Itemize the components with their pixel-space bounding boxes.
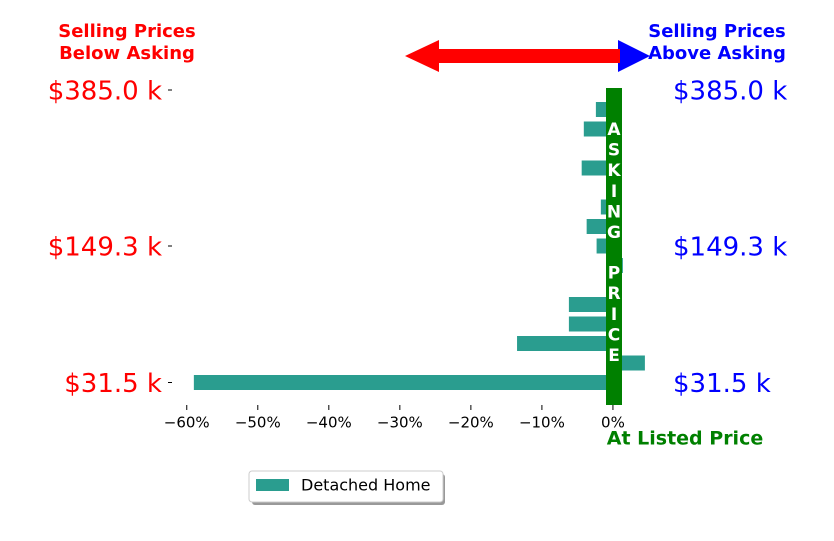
bar bbox=[193, 375, 613, 390]
arrow-shaft bbox=[610, 49, 620, 63]
right-heading: Selling Prices bbox=[648, 21, 785, 42]
asking-letter: S bbox=[608, 141, 620, 161]
legend-label: Detached Home bbox=[301, 476, 431, 495]
x-tick-label: −50% bbox=[235, 414, 281, 432]
arrow-left bbox=[405, 40, 618, 72]
bar bbox=[583, 121, 613, 137]
asking-letter: C bbox=[608, 325, 620, 345]
x-tick-label: −10% bbox=[519, 414, 565, 432]
x-tick-label: −20% bbox=[448, 414, 494, 432]
asking-letter: P bbox=[608, 264, 620, 284]
x-tick-label: −40% bbox=[306, 414, 352, 432]
bar bbox=[568, 297, 613, 312]
y-tick-label: $31.5 k bbox=[64, 369, 162, 399]
left-heading: Below Asking bbox=[59, 43, 195, 64]
right-heading: Above Asking bbox=[648, 43, 786, 64]
asking-letter: R bbox=[607, 284, 620, 304]
asking-letter: K bbox=[607, 161, 621, 181]
x-tick-label: 0% bbox=[601, 414, 625, 432]
asking-letter: N bbox=[607, 202, 621, 222]
arrow-right bbox=[618, 40, 650, 72]
bar bbox=[517, 336, 613, 351]
legend-swatch bbox=[256, 479, 289, 491]
y-tick-label: $385.0 k bbox=[48, 77, 162, 107]
asking-letter: I bbox=[611, 305, 617, 325]
y-tick-label-right: $149.3 k bbox=[673, 233, 787, 263]
legend: Detached Home bbox=[248, 470, 445, 505]
y-tick-label-right: $385.0 k bbox=[673, 77, 787, 107]
asking-letter: G bbox=[607, 223, 621, 243]
bar bbox=[581, 160, 613, 176]
asking-letter: I bbox=[611, 182, 617, 202]
left-heading: Selling Prices bbox=[58, 21, 195, 42]
zero-label: At Listed Price bbox=[607, 428, 763, 450]
x-tick-label: −30% bbox=[377, 414, 423, 432]
asking-letter: E bbox=[608, 346, 620, 366]
asking-letter: A bbox=[607, 120, 621, 140]
legend-box bbox=[248, 470, 444, 503]
bar bbox=[568, 316, 613, 332]
y-tick-label: $149.3 k bbox=[48, 233, 162, 263]
x-tick-label: −60% bbox=[164, 414, 210, 432]
asking-band bbox=[606, 88, 622, 405]
y-tick-label-right: $31.5 k bbox=[673, 369, 771, 399]
